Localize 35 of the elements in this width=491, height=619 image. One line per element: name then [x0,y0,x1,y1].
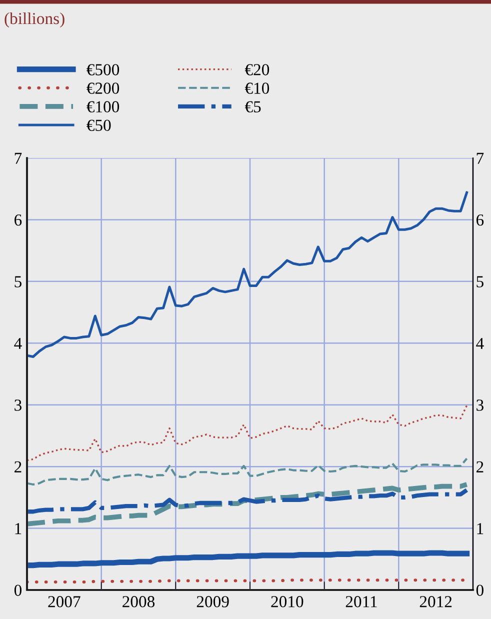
y-tick-label: 2 [14,461,22,472]
line-series [27,404,468,462]
legend-label: €10 [244,82,270,94]
y2-tick-label: 1 [477,523,484,534]
x-tick-label: 2011 [346,596,377,608]
y2-tick-label: 0 [476,584,484,596]
x-tick-label: 2008 [122,596,155,608]
x-tick-label: 2007 [48,596,80,608]
legend-label: €200 [86,82,120,94]
y-tick-label: 6 [14,214,22,226]
legend-label: €20 [244,64,270,76]
y-tick-label: 0 [14,584,22,596]
y-tick-label: 3 [14,400,22,411]
y2-tick-label: 7 [476,152,484,164]
line-series [27,482,470,526]
x-tick-label: 2012 [420,596,452,608]
x-tick-label: 2010 [271,596,304,608]
line-series [27,488,469,514]
legend-label: €50 [86,120,111,131]
y-tick-label: 7 [14,152,22,164]
legend-label: €5 [244,101,261,112]
y2-tick-label: 5 [476,276,484,288]
y2-tick-label: 2 [476,461,484,472]
y-tick-label: 5 [14,276,22,288]
y2-tick-label: 3 [476,400,484,411]
x-tick-label: 2009 [196,596,229,608]
y2-tick-label: 6 [476,214,484,226]
legend-label: €100 [86,101,120,112]
y-tick-label: 4 [14,338,22,349]
chart-title: (billions) [4,12,64,28]
legend-label: €500 [86,64,120,76]
line-series [27,458,468,486]
y-tick-label: 1 [15,523,22,534]
y2-tick-label: 4 [476,338,484,349]
line-series [27,191,468,358]
